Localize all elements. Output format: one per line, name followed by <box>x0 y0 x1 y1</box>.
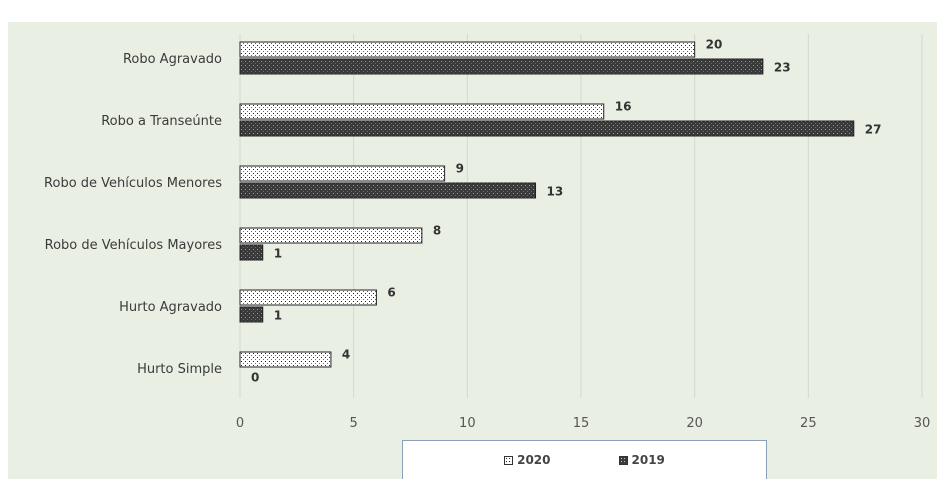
bar-2019 <box>239 120 855 137</box>
bar-2020 <box>239 103 605 120</box>
data-label: 16 <box>615 100 632 114</box>
data-label: 13 <box>547 185 564 199</box>
bar-2019 <box>239 58 764 75</box>
data-label: 8 <box>433 224 441 238</box>
data-label: 23 <box>774 61 791 75</box>
bar-2019 <box>239 306 264 323</box>
legend: 2020 2019 <box>402 440 767 479</box>
data-label: 6 <box>387 286 395 300</box>
category-label: Robo de Vehículos Menores <box>44 176 222 191</box>
category-label: Robo Agravado <box>123 52 222 67</box>
x-tick-label: 15 <box>573 416 590 431</box>
legend-item-2019: 2019 <box>618 453 665 467</box>
legend-label-2020: 2020 <box>517 453 551 467</box>
legend-swatch-2020 <box>504 455 514 465</box>
x-tick-label: 0 <box>236 416 244 431</box>
legend-swatch-2019 <box>618 455 628 465</box>
data-label: 9 <box>456 162 464 176</box>
category-label: Robo de Vehículos Mayores <box>45 238 223 253</box>
bar-2019 <box>239 244 264 261</box>
x-tick-label: 20 <box>686 416 703 431</box>
bar-2020 <box>239 351 332 368</box>
data-label: 20 <box>706 38 723 52</box>
bar-2020 <box>239 41 696 58</box>
data-label: 1 <box>274 247 282 261</box>
category-label: Robo a Transeúnte <box>101 114 222 129</box>
data-label: 1 <box>274 309 282 323</box>
legend-item-2020: 2020 <box>504 453 551 467</box>
bar-2019 <box>239 182 537 199</box>
x-tick-label: 5 <box>350 416 358 431</box>
x-tick-label: 30 <box>914 416 931 431</box>
bar-2020 <box>239 289 377 306</box>
bar-2020 <box>239 227 423 244</box>
data-label: 0 <box>251 371 259 385</box>
bar-2020 <box>239 165 446 182</box>
plot-area-background <box>8 22 937 479</box>
x-tick-label: 10 <box>459 416 476 431</box>
legend-label-2019: 2019 <box>631 453 665 467</box>
data-label: 27 <box>865 123 882 137</box>
category-label: Hurto Agravado <box>119 300 222 315</box>
data-label: 4 <box>342 348 350 362</box>
x-tick-label: 25 <box>800 416 817 431</box>
category-label: Hurto Simple <box>137 362 222 377</box>
